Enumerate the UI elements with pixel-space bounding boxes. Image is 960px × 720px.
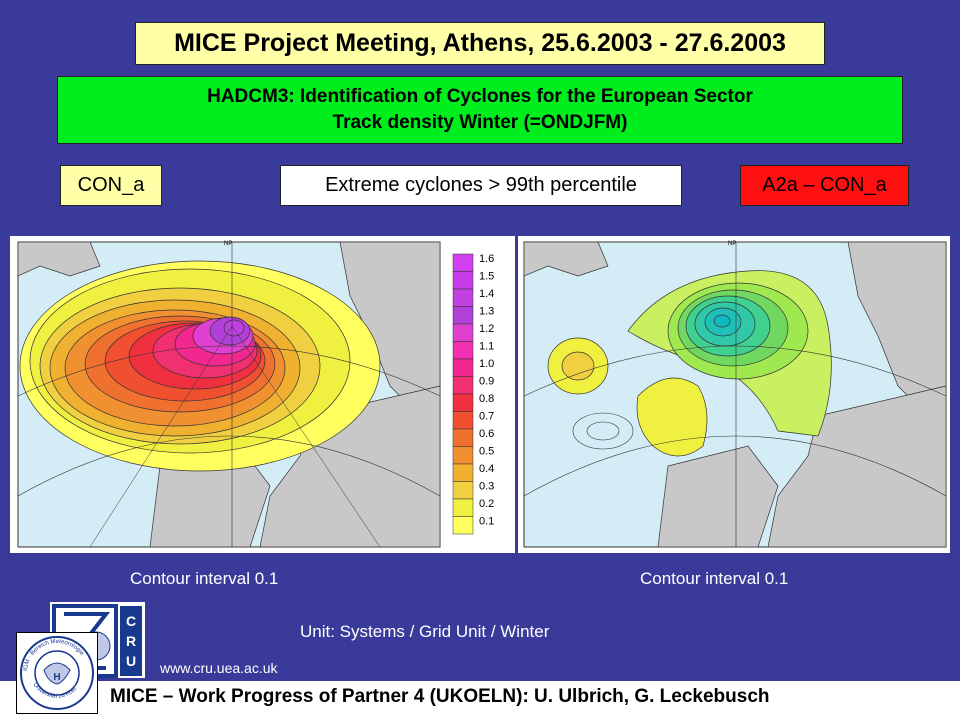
url-link[interactable]: www.cru.uea.ac.uk xyxy=(160,660,278,676)
caption-left: Contour interval 0.1 xyxy=(130,569,279,588)
subtitle-box: HADCM3: Identification of Cyclones for t… xyxy=(57,76,903,144)
legend-label: 0.1 xyxy=(479,516,494,528)
legend-swatch xyxy=(452,463,474,482)
legend-swatch xyxy=(452,288,474,307)
svg-text:R: R xyxy=(126,633,136,649)
map-a2a-svg: NP xyxy=(523,241,947,548)
legend-swatch xyxy=(452,341,474,360)
legend-swatch xyxy=(452,481,474,500)
legend-swatch xyxy=(452,323,474,342)
subtitle-line-2: Track density Winter (=ONDJFM) xyxy=(332,112,628,133)
legend-swatch xyxy=(452,446,474,465)
footer-bar xyxy=(0,678,960,720)
legend-swatch xyxy=(452,253,474,272)
legend-label: 0.2 xyxy=(479,498,494,510)
legend-label: 0.8 xyxy=(479,393,494,405)
svg-text:H: H xyxy=(53,672,60,683)
label-extreme-cyclones: Extreme cyclones > 99th percentile xyxy=(280,165,682,206)
legend-swatch xyxy=(452,516,474,535)
legend-swatch xyxy=(452,271,474,290)
legend-label: 1.2 xyxy=(479,323,494,335)
footer-text: MICE – Work Progress of Partner 4 (UKOEL… xyxy=(110,686,770,707)
page-title: MICE Project Meeting, Athens, 25.6.2003 … xyxy=(135,22,825,65)
legend-label: 1.1 xyxy=(479,341,494,353)
legend-label: 1.3 xyxy=(479,306,494,318)
legend-label: 0.4 xyxy=(479,463,494,475)
legend-label: 1.4 xyxy=(479,288,494,300)
legend-label: 0.9 xyxy=(479,376,494,388)
title-text: MICE Project Meeting, Athens, 25.6.2003 … xyxy=(174,29,786,57)
legend-swatch xyxy=(452,411,474,430)
label-extreme-text: Extreme cyclones > 99th percentile xyxy=(325,174,637,196)
legend-label: 0.5 xyxy=(479,446,494,458)
svg-text:C: C xyxy=(126,613,136,629)
legend-label: 0.6 xyxy=(479,428,494,440)
label-con-a-text: CON_a xyxy=(77,174,145,196)
legend-swatch xyxy=(452,428,474,447)
legend-label: 0.3 xyxy=(479,481,494,493)
legend-label: 1.0 xyxy=(479,358,494,370)
subtitle-line-1: HADCM3: Identification of Cyclones for t… xyxy=(207,86,753,107)
legend-swatch xyxy=(452,306,474,325)
color-legend: 1.6 1.5 1.4 1.3 1.2 1.1 1.0 0.9 0.8 0.7 0.6 0.5 0.4 0… xyxy=(452,253,494,535)
label-a2a-con-a: A2a – CON_a xyxy=(740,165,909,206)
map-con-a-svg: NP 1.6 1.5 1.4 1.3 1.2 1.1 1.0 0.9 0.8 0.7 0.6 0.5 0… xyxy=(17,241,494,548)
np-label-right: NP xyxy=(728,241,736,247)
label-a2a-text: A2a – CON_a xyxy=(762,174,887,196)
label-con-a: CON_a xyxy=(60,165,162,206)
igm-logo: H IGM · Bereich Meteorologie Universität… xyxy=(15,631,99,715)
legend-swatch xyxy=(452,498,474,517)
legend-label: 1.5 xyxy=(479,271,494,283)
legend-swatch xyxy=(452,376,474,395)
svg-text:U: U xyxy=(126,653,136,669)
map-a2a-con-a: NP xyxy=(518,236,950,553)
legend-label: 1.6 xyxy=(479,253,494,265)
legend-swatch xyxy=(452,358,474,377)
unit-text: Unit: Systems / Grid Unit / Winter xyxy=(300,622,550,641)
legend-label: 0.7 xyxy=(479,411,494,423)
caption-right: Contour interval 0.1 xyxy=(640,569,789,588)
legend-swatch xyxy=(452,393,474,412)
map-con-a: NP 1.6 1.5 1.4 1.3 1.2 1.1 1.0 0.9 0.8 0.7 0.6 0.5 0… xyxy=(10,236,515,553)
np-label-left: NP xyxy=(224,241,232,247)
